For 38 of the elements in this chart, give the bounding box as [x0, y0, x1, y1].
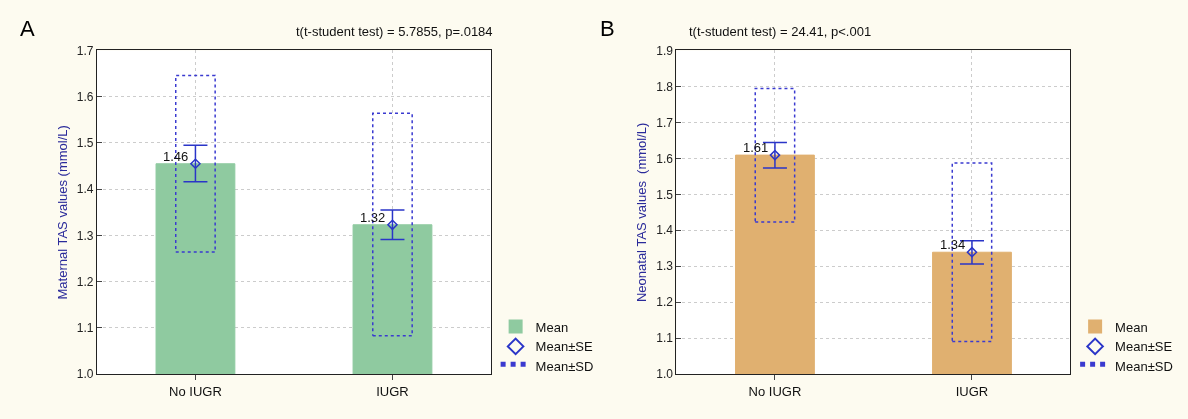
- legend-label: Mean±SE: [535, 339, 593, 355]
- y-tick-label: 1.1: [76, 321, 94, 336]
- y-tick-label: 1.0: [76, 367, 94, 382]
- x-tick-label: IUGR: [376, 383, 409, 399]
- y-tick-label: 1.7: [656, 115, 674, 130]
- y-tick-label: 1.6: [656, 151, 674, 166]
- y-tick-label: 1.6: [76, 89, 94, 104]
- y-tick-label: 1.4: [656, 223, 674, 238]
- y-tick-label: 1.2: [76, 274, 94, 289]
- x-tick-label: No IUGR: [169, 383, 222, 399]
- text: B: [600, 16, 615, 41]
- legend-label: Mean: [1115, 319, 1148, 335]
- y-axis-title: Neonatal TAS values (mmol/L): [634, 122, 650, 303]
- text: A: [20, 16, 35, 41]
- data-label: 1.34: [940, 237, 966, 252]
- y-axis-title: Maternal TAS values (mmol/L): [54, 125, 70, 300]
- chart-title: t(t-student test) = 5.7855, p=.0184: [296, 24, 493, 39]
- data-label: 1.46: [163, 149, 189, 164]
- y-tick-label: 1.8: [656, 79, 674, 94]
- y-tick-label: 1.5: [656, 187, 674, 202]
- legend-label: Mean±SE: [1115, 339, 1173, 355]
- y-tick-label: 1.5: [76, 136, 94, 151]
- data-label: 1.61: [743, 140, 769, 155]
- legend-label: Mean±SD: [1115, 359, 1173, 375]
- y-tick-label: 1.1: [656, 331, 674, 346]
- y-tick-label: 1.2: [656, 295, 674, 310]
- y-tick-label: 1.0: [656, 367, 674, 382]
- legend-label: Mean±SD: [535, 359, 594, 375]
- chart-title: t(t-student test) = 24.41, p<.001: [689, 24, 872, 39]
- x-tick-label: No IUGR: [748, 383, 802, 399]
- x-tick-label: IUGR: [955, 383, 989, 399]
- data-label: 1.32: [360, 210, 386, 225]
- y-tick-label: 1.9: [656, 43, 674, 58]
- y-tick-label: 1.7: [76, 43, 94, 58]
- y-tick-label: 1.4: [76, 182, 94, 197]
- y-tick-label: 1.3: [76, 228, 94, 243]
- legend-label: Mean: [535, 319, 569, 335]
- y-tick-label: 1.3: [656, 259, 674, 274]
